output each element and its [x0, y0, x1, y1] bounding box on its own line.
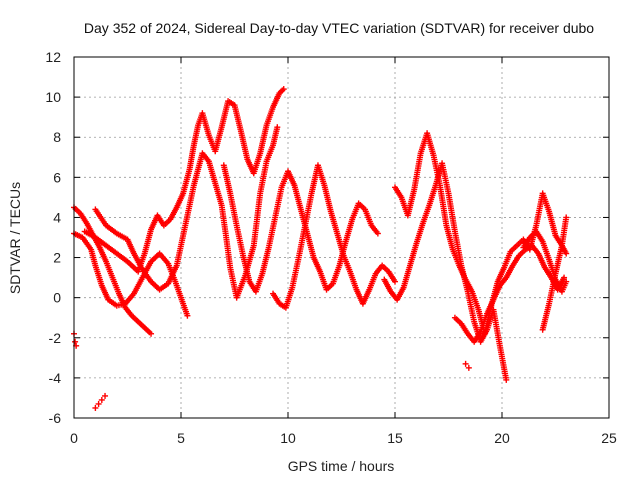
x-tick-label: 25	[601, 430, 617, 446]
x-tick-label: 0	[70, 430, 78, 446]
y-tick-label: 4	[53, 209, 61, 225]
series-track-10	[520, 228, 570, 295]
series-track-11	[539, 214, 570, 333]
y-tick-label: -4	[49, 370, 62, 386]
y-tick-label: 2	[53, 250, 61, 266]
y-axis-label: SDTVAR / TECUs	[7, 182, 23, 294]
series-track-1	[71, 204, 155, 337]
series-track-4	[92, 124, 281, 301]
data-points	[71, 86, 570, 411]
plot-frame	[73, 56, 610, 419]
x-tick-label: 20	[494, 430, 510, 446]
y-tick-label: 0	[53, 290, 61, 306]
y-tick-label: 12	[45, 49, 61, 65]
x-tick-label: 15	[387, 430, 403, 446]
series-track-6	[270, 162, 398, 311]
x-tick-label: 5	[177, 430, 185, 446]
y-tick-label: 10	[45, 89, 61, 105]
x-tick-label: 10	[280, 430, 296, 446]
y-tick-label: -2	[49, 330, 62, 346]
y-tick-label: 8	[53, 129, 61, 145]
y-tick-label: -6	[49, 410, 62, 426]
series-track-3	[81, 86, 287, 275]
chart-title: Day 352 of 2024, Sidereal Day-to-day VTE…	[84, 20, 594, 36]
x-axis-label: GPS time / hours	[288, 458, 395, 474]
y-tick-label: 6	[53, 169, 61, 185]
series-isolated-points	[71, 330, 472, 411]
